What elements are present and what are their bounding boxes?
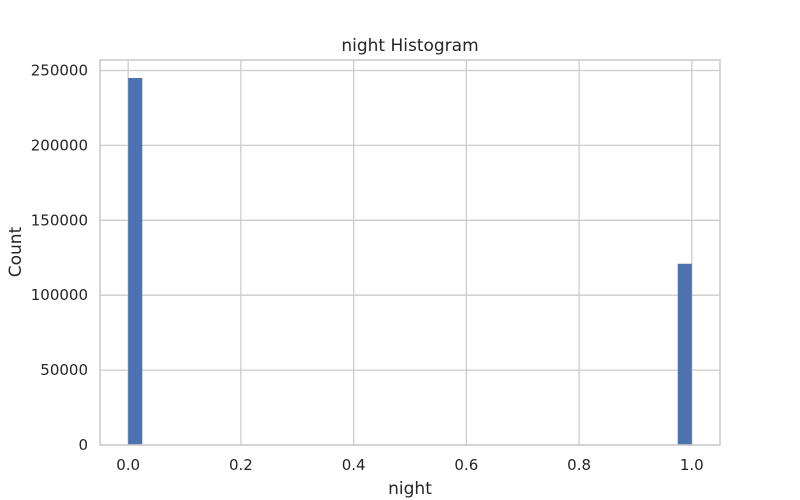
bars: [128, 77, 692, 445]
x-axis-label: night: [388, 479, 432, 499]
x-tick-label: 0.4: [342, 456, 366, 474]
chart-title: night Histogram: [341, 36, 478, 56]
grid: [100, 60, 720, 446]
y-axis-label: Count: [6, 226, 26, 277]
histogram-bar: [677, 263, 692, 445]
y-tick-label: 100000: [31, 286, 88, 304]
plot-frame: [99, 59, 721, 446]
x-tick-label: 0.2: [229, 456, 253, 474]
x-tick-label: 1.0: [680, 456, 704, 474]
x-tick-label: 0.8: [567, 456, 591, 474]
x-tick-labels: 0.0 0.2 0.4 0.6 0.8 1.0: [116, 456, 703, 474]
y-tick-label: 250000: [31, 61, 88, 79]
x-tick-label: 0.0: [116, 456, 140, 474]
y-tick-label: 200000: [31, 136, 88, 154]
y-tick-labels: 0 50000 100000 150000 200000 250000: [31, 61, 88, 454]
y-tick-label: 50000: [40, 361, 88, 379]
x-tick-label: 0.6: [454, 456, 478, 474]
histogram-bar: [128, 77, 143, 445]
y-tick-label: 150000: [31, 211, 88, 229]
y-tick-label: 0: [78, 436, 88, 454]
